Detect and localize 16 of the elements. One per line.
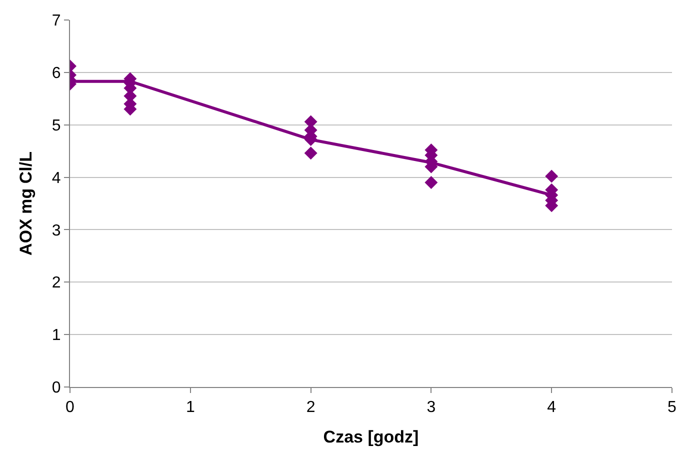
y-tick-label: 2 bbox=[52, 274, 61, 292]
y-tick-label: 1 bbox=[52, 327, 61, 344]
x-tick-label: 1 bbox=[186, 399, 195, 416]
y-tick-label: 7 bbox=[52, 12, 61, 30]
x-tick-label: 5 bbox=[668, 399, 677, 416]
y-tick-label: 4 bbox=[52, 170, 61, 187]
y-axis-title: AOX mg Cl/L bbox=[16, 152, 36, 256]
y-tick-label: 5 bbox=[52, 117, 61, 134]
y-tick-label: 3 bbox=[52, 222, 61, 240]
x-tick-label: 0 bbox=[66, 399, 75, 416]
x-axis-title: Czas [godz] bbox=[323, 428, 419, 447]
x-tick-label: 2 bbox=[306, 399, 316, 416]
x-tick-label: 4 bbox=[547, 399, 556, 416]
y-tick-label: 0 bbox=[52, 380, 61, 397]
x-tick-label: 3 bbox=[426, 399, 436, 416]
y-tick-label: 6 bbox=[52, 65, 61, 82]
